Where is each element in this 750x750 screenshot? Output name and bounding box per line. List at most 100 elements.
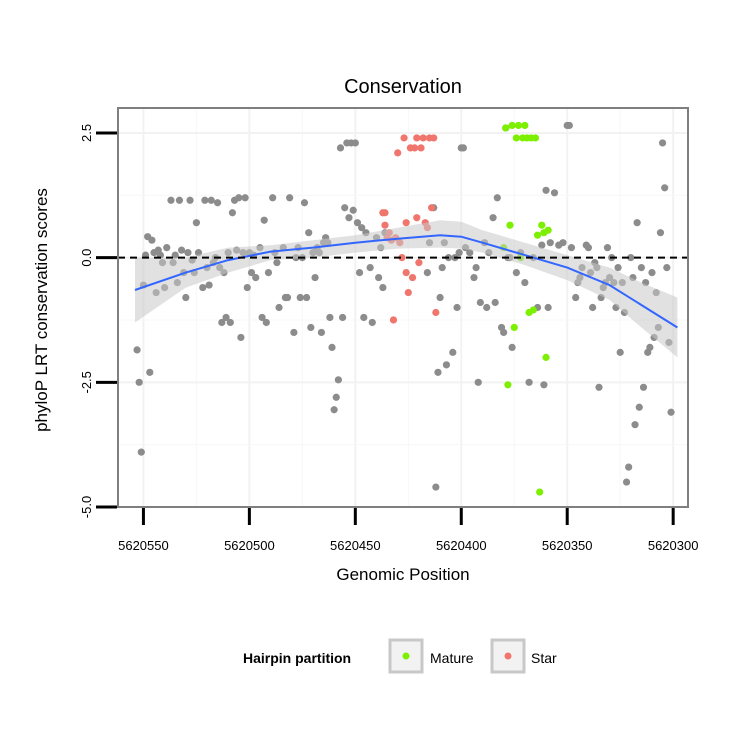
data-point-other [334, 376, 342, 384]
data-point-other [546, 239, 554, 247]
data-point-other [339, 313, 347, 322]
data-point-other [207, 196, 215, 204]
data-point-mature [531, 134, 540, 142]
data-point-other [345, 214, 353, 222]
data-point-other [133, 346, 141, 354]
data-point-other [135, 378, 143, 386]
data-point-other [633, 219, 641, 227]
series-mature [500, 121, 552, 496]
data-point-other [146, 368, 154, 376]
data-point-other [296, 293, 304, 302]
data-point-star [402, 219, 410, 227]
y-tick-label: -2.5 [79, 371, 94, 393]
data-point-other [243, 283, 251, 292]
data-point-mature [529, 306, 537, 314]
data-point-other [442, 361, 451, 369]
data-point-other [637, 264, 645, 272]
data-point-other [567, 244, 576, 252]
data-point-other [614, 264, 622, 272]
data-point-other [273, 259, 281, 267]
data-point-other [341, 204, 349, 212]
data-point-star [432, 308, 440, 317]
data-point-other [235, 194, 243, 202]
data-point-other [137, 448, 145, 456]
data-point-other [205, 281, 213, 289]
legend-label-mature: Mature [430, 650, 474, 666]
data-point-other [311, 273, 319, 282]
data-point-other [466, 249, 474, 257]
data-point-star [404, 288, 412, 297]
data-point-mature [514, 121, 523, 130]
y-tick-label: 2.5 [79, 124, 94, 142]
data-point-other [258, 313, 266, 322]
data-point-other [453, 303, 461, 312]
data-point-other [353, 219, 362, 227]
data-point-other [300, 199, 309, 207]
data-point-other [489, 214, 497, 222]
data-point-star [402, 268, 410, 277]
data-point-other [290, 328, 298, 337]
data-point-other [262, 318, 270, 327]
data-point-other [332, 393, 340, 401]
y-tick-label: 0.0 [79, 249, 94, 267]
data-point-other [544, 303, 552, 312]
data-point-other [470, 273, 478, 282]
data-point-other [336, 144, 345, 152]
panel-border [117, 107, 689, 508]
data-point-other [559, 239, 567, 247]
data-point-other [491, 298, 499, 307]
data-point-other [264, 268, 273, 277]
data-point-other [656, 229, 665, 237]
legend-label-star: Star [531, 650, 557, 666]
data-point-star [381, 221, 389, 229]
data-point-mature [506, 221, 514, 229]
chart-title: Conservation [344, 76, 462, 98]
data-point-other [472, 264, 480, 272]
data-point-other [459, 144, 467, 152]
data-point-other [237, 333, 245, 342]
data-point-other [542, 186, 550, 194]
data-point-other [627, 254, 635, 262]
data-point-mature [504, 381, 512, 389]
data-point-other [167, 196, 175, 204]
data-point-star [428, 204, 436, 212]
data-point-other [631, 421, 639, 429]
data-point-other [512, 268, 520, 277]
data-point-other [330, 406, 338, 414]
data-point-other [199, 283, 207, 292]
x-tick-label: 5620500 [224, 538, 275, 553]
data-point-star [394, 149, 402, 157]
data-point-other [493, 194, 501, 202]
data-point-star [417, 144, 425, 152]
x-tick-label: 5620400 [436, 538, 487, 553]
data-point-other [667, 408, 675, 416]
data-point-other [572, 293, 580, 302]
data-point-other [148, 236, 156, 244]
data-point-other [538, 241, 546, 249]
data-point-other [663, 264, 671, 272]
data-point-other [252, 273, 260, 282]
data-point-other [222, 313, 230, 322]
y-tick-label: -5.0 [79, 496, 94, 518]
data-point-other [525, 378, 533, 386]
data-point-other [366, 264, 374, 272]
data-point-other [351, 139, 359, 147]
data-point-other [326, 313, 334, 322]
data-point-other [434, 368, 442, 376]
data-point-star [400, 134, 408, 142]
y-axis-title: phyloP LRT conservation scores [32, 188, 51, 432]
data-point-other [648, 268, 656, 277]
data-point-other [500, 328, 508, 337]
data-point-other [184, 249, 192, 257]
data-point-other [595, 383, 603, 391]
data-point-other [603, 244, 612, 252]
data-point-other [218, 318, 226, 327]
axes: 5620550 5620500 5620450 5620400 5620350 56203… [79, 124, 698, 553]
data-point-other [436, 293, 444, 302]
data-point-other [260, 216, 268, 224]
data-point-star [408, 273, 417, 282]
x-axis-title: Genomic Position [336, 565, 469, 584]
data-point-star [415, 259, 423, 267]
data-point-other [550, 189, 559, 197]
data-point-other [476, 298, 484, 307]
